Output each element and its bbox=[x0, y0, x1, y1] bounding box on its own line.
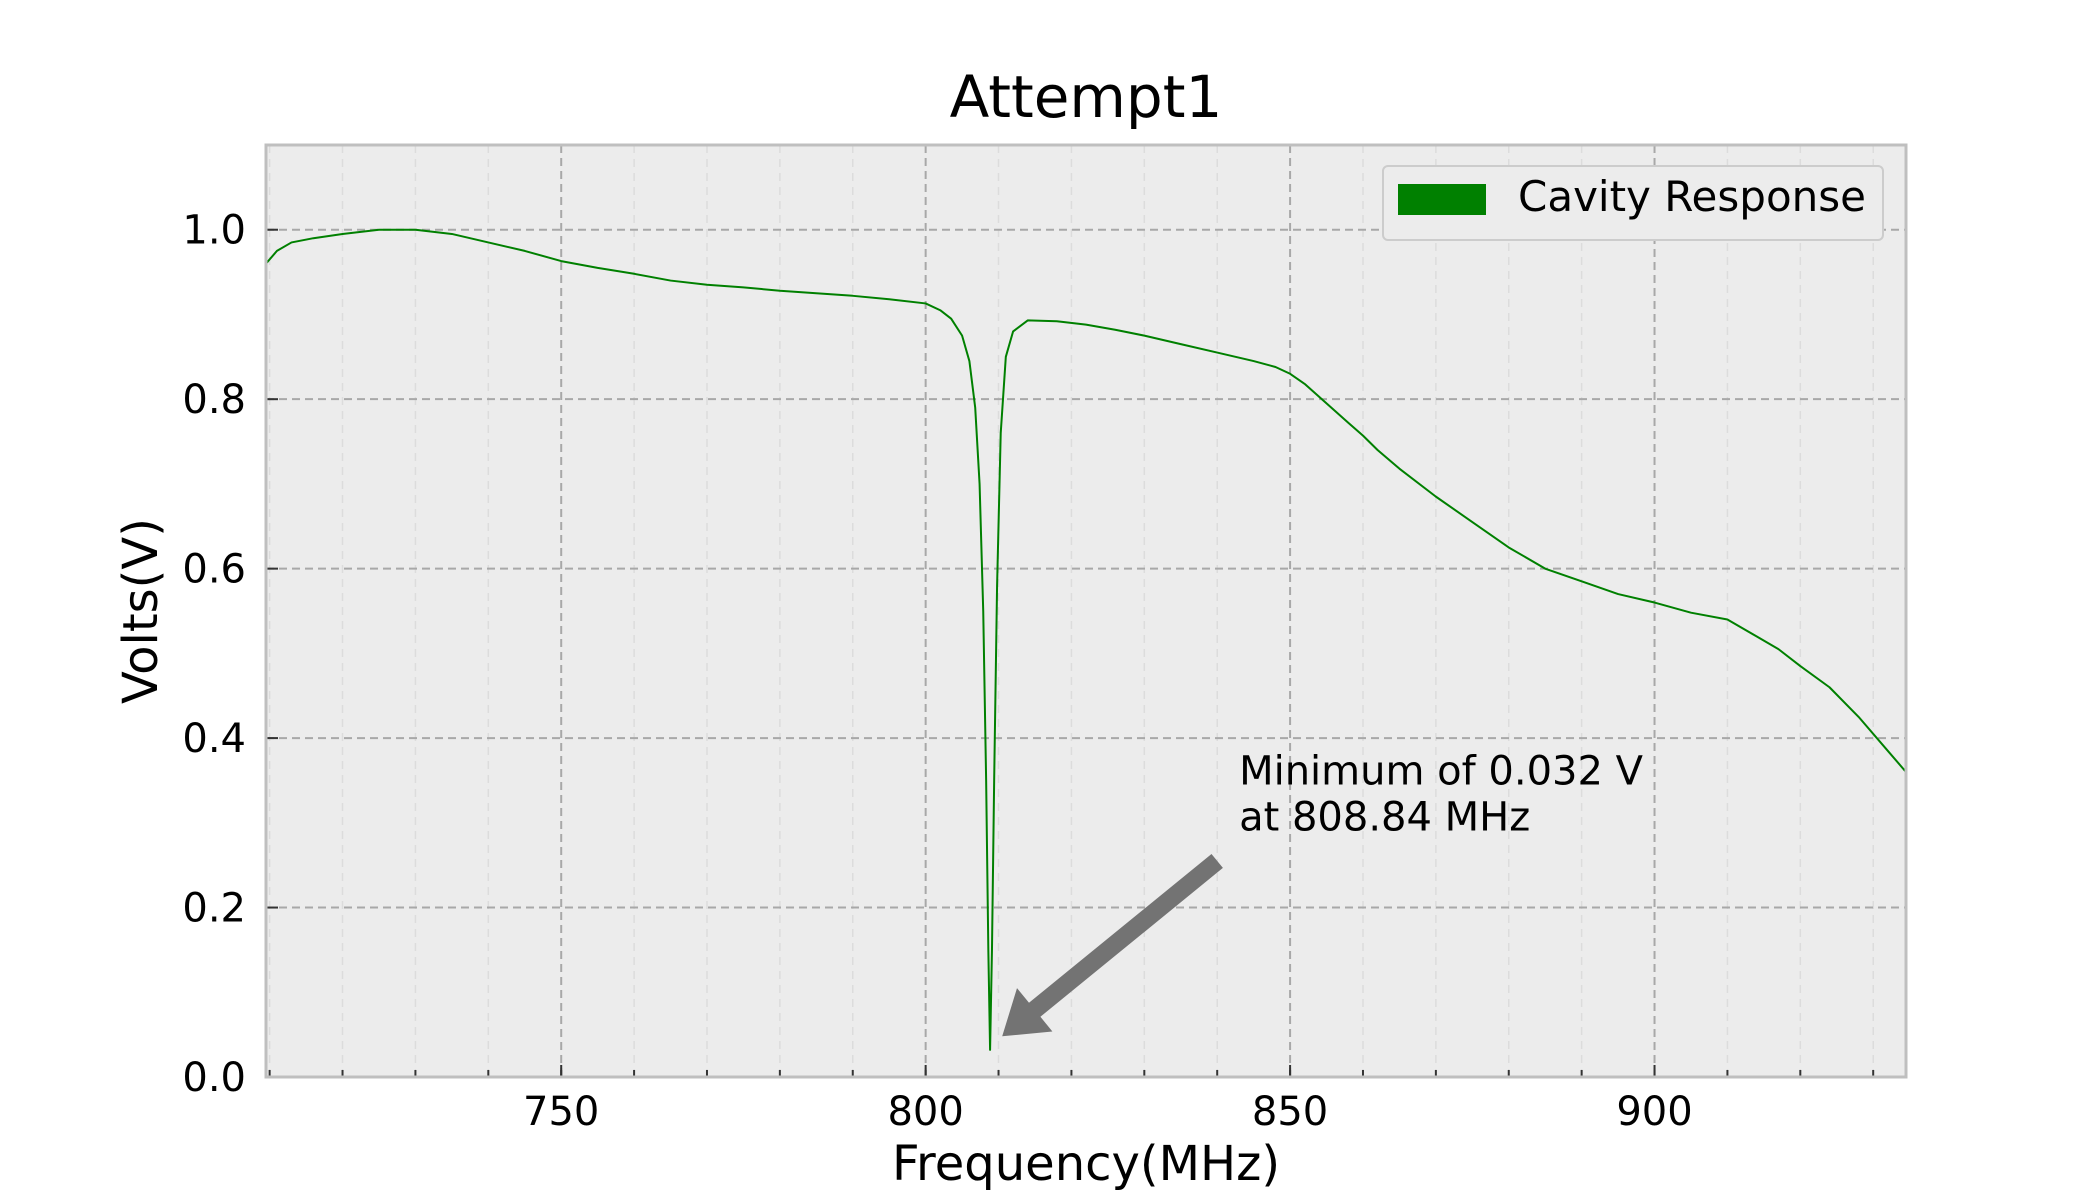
plot-frame bbox=[264, 143, 1908, 1079]
series-layer bbox=[265, 228, 1907, 1051]
legend-label: Cavity Response bbox=[1518, 172, 1866, 221]
chart-title: Attempt1 bbox=[950, 63, 1223, 131]
legend: Cavity Response bbox=[1382, 165, 1884, 241]
legend-swatch bbox=[1398, 184, 1486, 215]
x-tick-label: 800 bbox=[887, 1089, 963, 1135]
y-tick-label: 1.0 bbox=[182, 208, 246, 254]
annotation-arrow bbox=[1002, 854, 1223, 1037]
series-line-cavity-response bbox=[265, 228, 1907, 1051]
x-tick-label: 900 bbox=[1616, 1089, 1692, 1135]
y-tick-label: 0.2 bbox=[182, 886, 246, 932]
y-tick-label: 0.4 bbox=[182, 716, 246, 762]
minor-grid bbox=[268, 145, 1874, 1077]
plot-area bbox=[266, 145, 1906, 1077]
y-axis-label: Volts(V) bbox=[113, 518, 169, 704]
axis-tick-labels: 750 800 850 900 0.0 0.2 0.4 0.6 0.8 1.0 bbox=[182, 208, 1692, 1135]
annotation-text-line: at 808.84 MHz bbox=[1239, 795, 1530, 841]
x-tick-label: 750 bbox=[523, 1089, 599, 1135]
y-tick-label: 0.8 bbox=[182, 377, 246, 423]
x-axis-label: Frequency(MHz) bbox=[892, 1136, 1280, 1192]
y-tick-label: 0.6 bbox=[182, 547, 246, 593]
legend-box bbox=[1382, 165, 1884, 241]
annotation-layer: Minimum of 0.032 Vat 808.84 MHz bbox=[1002, 749, 1644, 1037]
annotation-text-line: Minimum of 0.032 V bbox=[1239, 749, 1644, 795]
axis-ticks bbox=[266, 228, 1875, 1078]
x-tick-label: 850 bbox=[1252, 1089, 1328, 1135]
y-tick-label: 0.0 bbox=[182, 1055, 246, 1101]
